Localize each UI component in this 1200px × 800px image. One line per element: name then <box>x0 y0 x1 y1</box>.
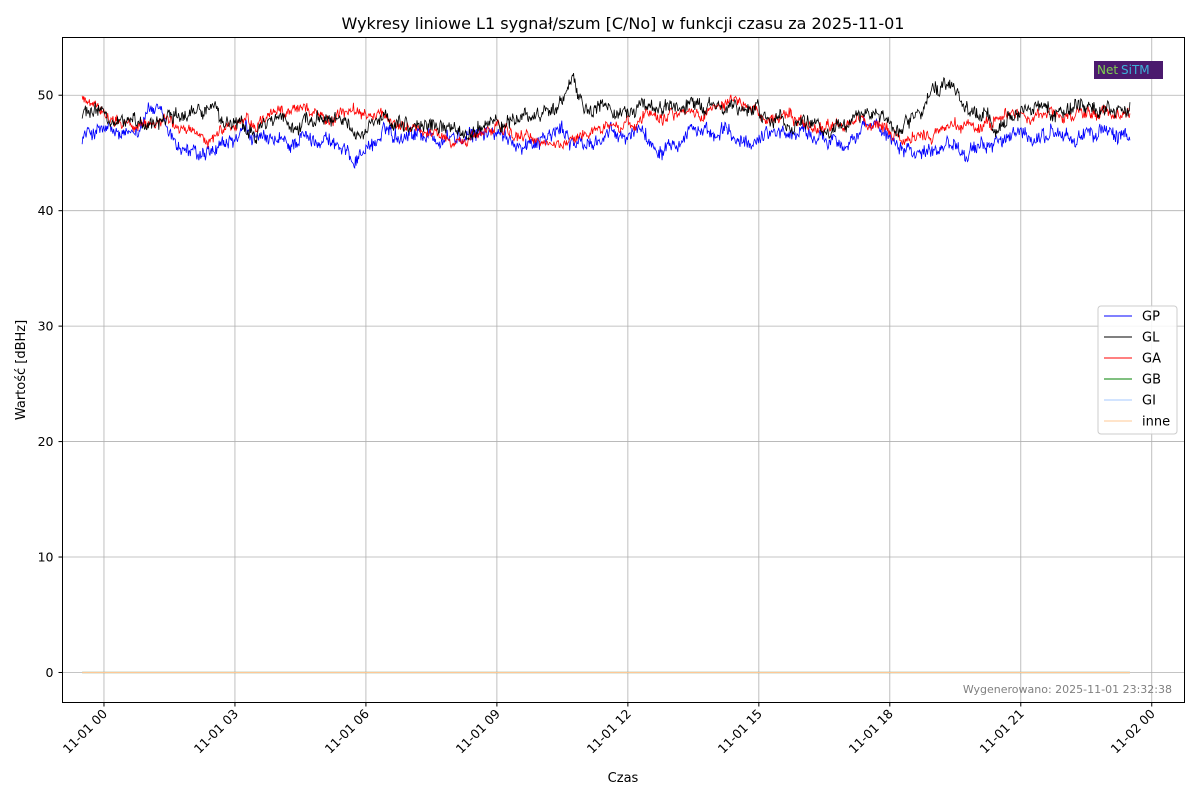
y-tick-label: 30 <box>38 319 54 334</box>
generated-timestamp: Wygenerowano: 2025-11-01 23:32:38 <box>963 683 1172 696</box>
legend: GP GL GA GB GI inne <box>1097 305 1178 435</box>
grid <box>62 37 1185 703</box>
plot-frame <box>62 37 1185 703</box>
svg-text:SiTM: SiTM <box>1121 63 1150 77</box>
svg-text:Net: Net <box>1097 63 1118 77</box>
y-tick-label: 20 <box>38 434 54 449</box>
x-tick-label: 11-01 18 <box>846 706 896 756</box>
x-axis-label: Czas <box>608 771 639 786</box>
legend-label-gl: GL <box>1142 331 1160 346</box>
series-lines <box>81 72 1131 674</box>
legend-label-gi: GI <box>1142 394 1156 409</box>
x-tick-label: 11-01 06 <box>322 706 372 756</box>
y-axis-label: Wartość [dBHz] <box>14 320 29 420</box>
y-axis-ticks: 0 10 20 30 40 50 <box>38 88 63 680</box>
y-tick-label: 0 <box>46 665 54 680</box>
x-tick-label: 11-02 00 <box>1108 706 1158 756</box>
x-tick-label: 11-01 00 <box>60 706 110 756</box>
y-tick-label: 40 <box>38 203 54 218</box>
x-tick-label: 11-01 09 <box>453 706 503 756</box>
series-line-gl <box>81 72 1131 144</box>
x-axis-ticks: 11-01 00 11-01 03 11-01 06 11-01 09 11-01 12… <box>60 702 1158 756</box>
series-line-ga <box>81 94 1131 150</box>
legend-label-ga: GA <box>1142 352 1161 367</box>
legend-label-inne: inne <box>1142 415 1170 430</box>
netsim-logo: Net SiTM <box>1094 61 1163 79</box>
x-tick-label: 11-01 21 <box>977 706 1027 756</box>
x-tick-label: 11-01 03 <box>191 706 241 756</box>
legend-label-gb: GB <box>1142 373 1161 388</box>
x-tick-label: 11-01 12 <box>584 706 634 756</box>
legend-label-gp: GP <box>1142 310 1160 325</box>
y-tick-label: 10 <box>38 550 54 565</box>
x-tick-label: 11-01 15 <box>715 706 765 756</box>
y-tick-label: 50 <box>38 88 54 103</box>
chart-title: Wykresy liniowe L1 sygnał/szum [C/No] w … <box>342 14 905 33</box>
